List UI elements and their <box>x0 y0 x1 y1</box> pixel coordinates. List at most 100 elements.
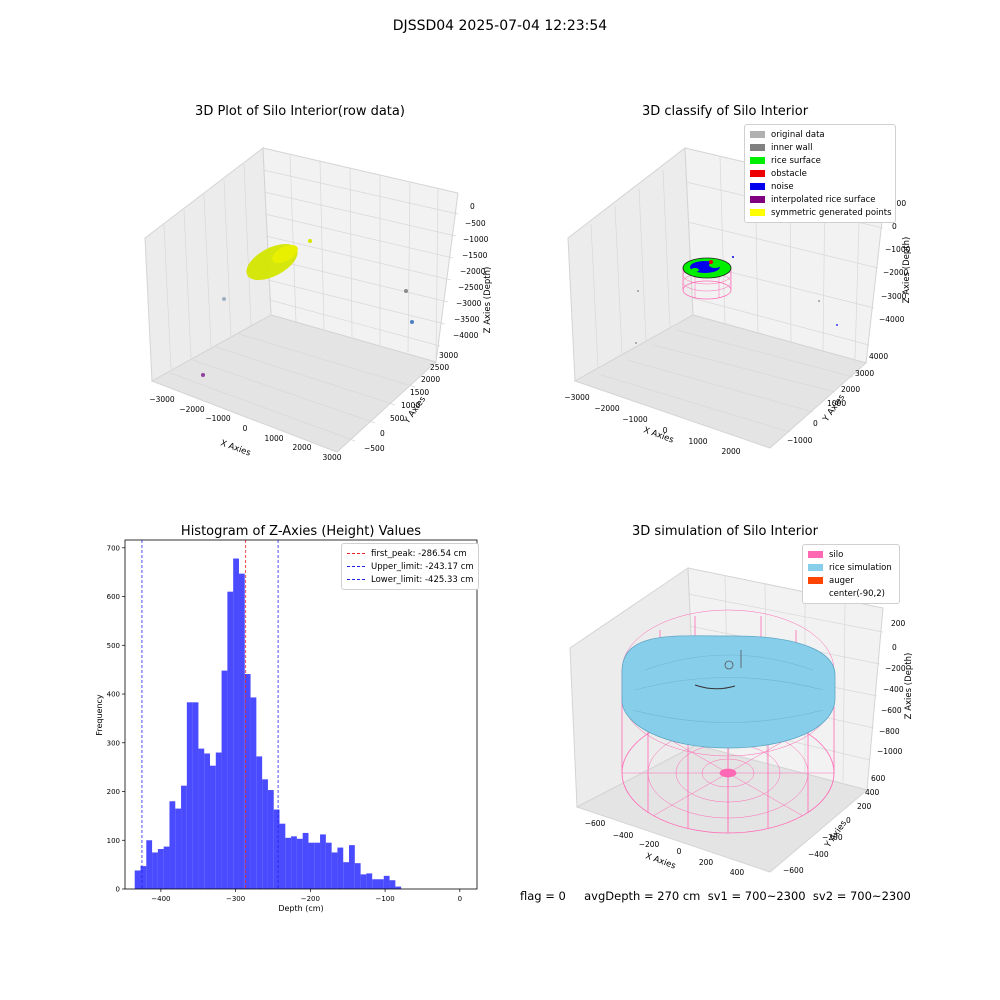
histogram-legend: first_peak: -286.54 cm Upper_limit: -243… <box>341 543 479 590</box>
legend-label: inner wall <box>771 142 813 153</box>
panel4-rice-contour <box>632 709 824 723</box>
panel1-y-tick: 0 <box>380 429 385 438</box>
panel4-center-marker <box>724 660 734 670</box>
panel2-z-tick: 1000 <box>887 199 906 208</box>
histogram-bar <box>192 702 199 889</box>
panel1-x-tick: 0 <box>243 424 248 433</box>
histogram-y-tick-label: 200 <box>107 788 120 796</box>
panel3-title: Histogram of Z-Axies (Height) Values <box>180 524 422 539</box>
panel2-y-tick: 2000 <box>841 385 860 394</box>
panel2-z-tick: −4000 <box>879 315 905 324</box>
histogram-bar <box>291 836 297 889</box>
panel4-y-tick: 400 <box>865 788 880 797</box>
histogram-bar <box>366 873 373 889</box>
figure-suptitle: DJSSD04 2025-07-04 12:23:54 <box>392 18 608 34</box>
histogram-y-tick-label: 100 <box>107 837 120 845</box>
panel2-y-tick: 3000 <box>855 369 874 378</box>
histogram-bar <box>377 879 384 889</box>
histogram-bar <box>279 823 286 889</box>
panel4-z-tick: −600 <box>881 706 902 715</box>
panel1-point-cluster-core <box>272 244 298 264</box>
legend-label: auger <box>829 575 854 586</box>
histogram-bar <box>337 847 344 889</box>
histogram-bar <box>244 674 251 889</box>
panel4-x-tick: −400 <box>613 831 634 840</box>
panel2-wall-point <box>818 300 820 302</box>
panel2-title: 3D classify of Silo Interior <box>641 104 809 119</box>
panel1-z-tick: −1000 <box>463 235 489 244</box>
panel2-y-tick: 0 <box>813 419 818 428</box>
histogram-bar <box>262 779 268 889</box>
legend-swatch <box>808 577 823 584</box>
panel4-y-tick: −200 <box>822 833 843 842</box>
legend-swatch <box>808 590 823 597</box>
histogram-x-label: Depth (cm) <box>278 904 323 913</box>
histogram-bar <box>233 558 239 889</box>
histogram-bar <box>175 808 182 889</box>
panel2-legend-item: symmetric generated points <box>750 206 892 219</box>
histogram-bar <box>256 756 263 889</box>
panel1-point <box>410 320 414 324</box>
status-text: flag = 0 avgDepth = 270 cm sv1 = 700~230… <box>520 889 911 903</box>
legend-swatch <box>750 183 765 190</box>
histogram-frame <box>124 539 478 890</box>
panel2-silo <box>635 256 838 344</box>
panel4-z-tick: −400 <box>883 685 904 694</box>
panel1-z-ticks: 0 −500 −1000 −1500 −2000 −2500 −3000 −35… <box>453 202 489 340</box>
panel4-title: 3D simulation of Silo Interior <box>632 524 818 539</box>
histogram-bar <box>198 748 205 889</box>
panel4-z-tick: 0 <box>892 643 897 652</box>
panel2-legend-item: noise <box>750 180 890 193</box>
panel2-y-tick: −1000 <box>787 436 813 445</box>
panel2-z-tick: 0 <box>892 222 897 231</box>
histogram-bar <box>152 852 158 889</box>
histogram-bar <box>343 862 350 889</box>
panel4-y-tick: 600 <box>871 774 886 783</box>
panel2-z-label: Z Axies (Depth) <box>902 237 912 304</box>
histogram-bar <box>227 591 234 889</box>
panel1-z-tick: −3500 <box>454 315 480 324</box>
panel4-z-tick: 200 <box>891 619 906 628</box>
panel1-x-label: X Axies <box>219 438 252 458</box>
histogram-y-ticks: 0 100 200 300 400 500 600 700 <box>107 544 125 894</box>
histogram-y-tick-label: 300 <box>107 739 120 747</box>
panel2-x-tick: 1000 <box>688 437 707 446</box>
histogram-bar <box>181 785 187 889</box>
panel1-y-tick: 500 <box>390 414 405 423</box>
panel1-3d-plot: −3000 −2000 −1000 0 1000 2000 3000 X Axi… <box>144 147 493 460</box>
histogram-bar <box>296 838 303 889</box>
histogram-bars <box>134 558 402 889</box>
legend-label: first_peak: -286.54 cm <box>371 548 467 559</box>
histogram-bar <box>320 834 326 889</box>
histogram-bar <box>314 842 321 889</box>
histogram-y-label: Frequency <box>95 694 104 736</box>
panel2-x-ticks: −3000 −2000 −1000 0 1000 2000 <box>565 393 741 456</box>
panel4-legend-item: silo <box>808 548 894 561</box>
histogram-bar <box>215 752 222 889</box>
panel2-wall-point <box>635 342 637 344</box>
panel4-y-tick: 200 <box>857 802 872 811</box>
panel1-z-tick: −2000 <box>460 267 486 276</box>
panel1-x-tick: 1000 <box>264 434 283 443</box>
panel2-noise-point <box>732 256 734 258</box>
legend-label: silo <box>829 549 844 560</box>
panel2-x-label: X Axies <box>642 425 675 445</box>
histogram-y-tick-label: 0 <box>116 886 120 894</box>
panel4-rice-depression <box>694 684 736 690</box>
histogram-bar <box>157 849 164 889</box>
panel1-point <box>404 289 408 293</box>
panel4-rice-surface <box>621 635 836 749</box>
panel1-z-tick: −3000 <box>456 299 482 308</box>
panel4-y-tick: −600 <box>783 866 804 875</box>
histogram-legend-item: Upper_limit: -243.17 cm <box>347 560 474 573</box>
panel2-obstacle-point <box>709 260 713 264</box>
panel4-y-ticks: −600 −400 −200 0 200 400 600 <box>783 774 886 875</box>
panel2-z-tick: −2000 <box>883 268 909 277</box>
legend-label: symmetric generated points <box>771 207 892 218</box>
histogram-y-tick-label: 500 <box>107 642 120 650</box>
panel2-legend-item: rice surface <box>750 154 890 167</box>
legend-line <box>347 566 365 567</box>
panel4-rice-contour <box>634 677 824 691</box>
panel1-y-tick: 3000 <box>439 351 458 360</box>
panel1-z-label: Z Axies (Depth) <box>483 267 493 334</box>
